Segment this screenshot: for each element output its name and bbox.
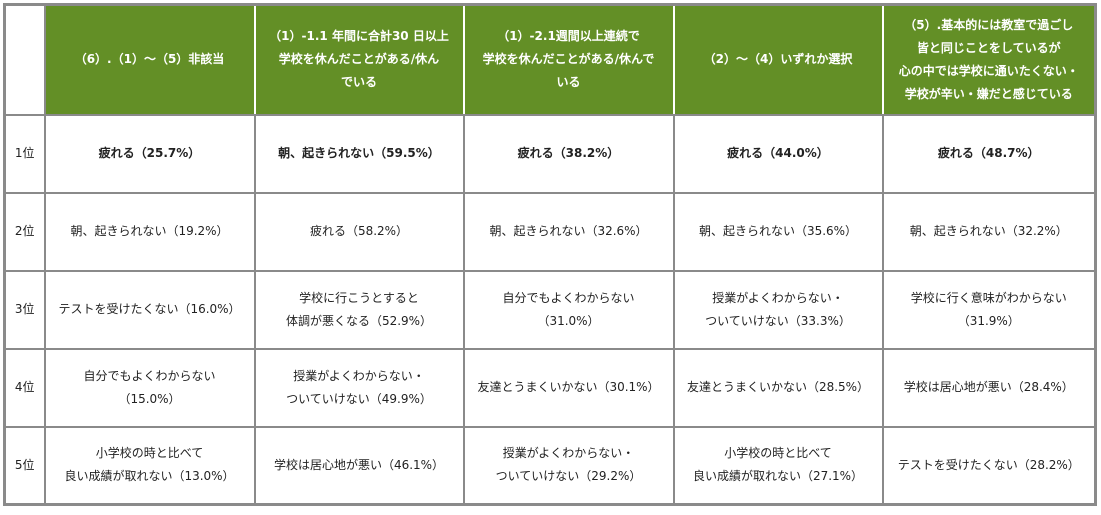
table-cell: 疲れる（25.7%） (43, 113, 256, 194)
table-cell: 朝、起きられない（32.6%） (462, 191, 675, 272)
rank-label: 1位 (3, 113, 46, 194)
table-cell: 朝、起きられない（32.2%） (881, 191, 1097, 272)
rank-label: 5位 (3, 425, 46, 506)
table-cell: 自分でもよくわからない （15.0%） (43, 347, 256, 428)
table-cell: 小学校の時と比べて 良い成績が取れない（13.0%） (43, 425, 256, 506)
corner-cell (3, 3, 46, 116)
table-cell: 学校に行く意味がわからない （31.9%） (881, 269, 1097, 350)
column-header-1-week-absent: （1）-2.1週間以上連続で 学校を休んだことがある/休んで いる (462, 3, 675, 116)
table-cell: 授業がよくわからない・ ついていけない（49.9%） (253, 347, 465, 428)
table-cell: 自分でもよくわからない （31.0%） (462, 269, 675, 350)
table-cell: テストを受けたくない（16.0%） (43, 269, 256, 350)
table-cell: テストを受けたくない（28.2%） (881, 425, 1097, 506)
column-header-2-to-4-selected: （2）～（4）いずれか選択 (672, 3, 884, 116)
rank-label: 2位 (3, 191, 46, 272)
table-cell: 小学校の時と比べて 良い成績が取れない（27.1%） (672, 425, 884, 506)
ranking-table: （6）.（1）～（5）非該当 （1）-1.1 年間に合計30 日以上 学校を休ん… (3, 3, 1097, 506)
table-cell: 朝、起きられない（35.6%） (672, 191, 884, 272)
header-row: （6）.（1）～（5）非該当 （1）-1.1 年間に合計30 日以上 学校を休ん… (3, 3, 1097, 116)
table-cell: 朝、起きられない（19.2%） (43, 191, 256, 272)
column-header-non-applicable: （6）.（1）～（5）非該当 (43, 3, 256, 116)
table-cell: 友達とうまくいかない（30.1%） (462, 347, 675, 428)
table-row-rank-1: 1位 疲れる（25.7%） 朝、起きられない（59.5%） 疲れる（38.2%）… (3, 113, 1097, 194)
table-row-rank-4: 4位 自分でもよくわからない （15.0%） 授業がよくわからない・ ついていけ… (3, 347, 1097, 428)
table-cell: 友達とうまくいかない（28.5%） (672, 347, 884, 428)
table-cell: 授業がよくわからない・ ついていけない（33.3%） (672, 269, 884, 350)
table-cell: 授業がよくわからない・ ついていけない（29.2%） (462, 425, 675, 506)
column-header-hidden-reluctance: （5）.基本的には教室で過ごし 皆と同じことをしているが 心の中では学校に通いた… (881, 3, 1097, 116)
table-cell: 疲れる（58.2%） (253, 191, 465, 272)
table-row-rank-5: 5位 小学校の時と比べて 良い成績が取れない（13.0%） 学校は居心地が悪い（… (3, 425, 1097, 506)
table-row-rank-3: 3位 テストを受けたくない（16.0%） 学校に行こうとすると 体調が悪くなる（… (3, 269, 1097, 350)
rank-label: 3位 (3, 269, 46, 350)
table-cell: 朝、起きられない（59.5%） (253, 113, 465, 194)
table-cell: 学校は居心地が悪い（28.4%） (881, 347, 1097, 428)
rank-label: 4位 (3, 347, 46, 428)
table-cell: 疲れる（44.0%） (672, 113, 884, 194)
table-cell: 疲れる（48.7%） (881, 113, 1097, 194)
table-cell: 学校は居心地が悪い（46.1%） (253, 425, 465, 506)
table-cell: 疲れる（38.2%） (462, 113, 675, 194)
table-cell: 学校に行こうとすると 体調が悪くなる（52.9%） (253, 269, 465, 350)
table-row-rank-2: 2位 朝、起きられない（19.2%） 疲れる（58.2%） 朝、起きられない（3… (3, 191, 1097, 272)
column-header-30-days-absent: （1）-1.1 年間に合計30 日以上 学校を休んだことがある/休ん でいる (253, 3, 465, 116)
